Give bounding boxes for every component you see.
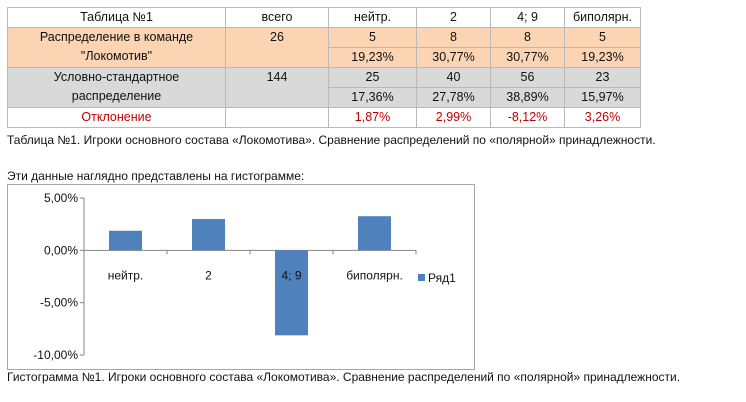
table-cell: 30,77% [416,47,491,68]
table-cell: 25 [328,67,417,88]
table-cell: 19,23% [328,47,417,68]
header-bipolar: биполярн. [564,7,641,28]
y-tick-label: 0,00% [44,243,78,257]
table-row-lokomotiv-percents: 19,23% 30,77% 30,77% 19,23% [8,47,641,68]
deviation-cell: 2,99% [416,107,491,128]
y-tick-label: -5,00% [40,296,78,310]
table-cell: 19,23% [564,47,641,68]
chart-legend: Ряд1 [418,271,456,285]
legend-swatch [418,274,425,281]
legend-label: Ряд1 [428,271,456,285]
chart-plot: 5,00% 0,00% -5,00% -10,00% нейтр. 2 4; 9 биполя… [33,191,417,362]
histogram-chart: 5,00% 0,00% -5,00% -10,00% нейтр. 2 4; 9 биполя… [7,184,475,370]
deviation-cell: 1,87% [328,107,417,128]
bar [192,219,225,251]
table-cell: 30,77% [490,47,565,68]
distribution-table: Таблица №1 всего нейтр. 2 4; 9 биполярн.… [7,7,641,128]
table-cell: 8 [416,27,491,48]
deviation-cell: 3,26% [564,107,641,128]
empty-cell [225,107,329,128]
deviation-cell: -8,12% [490,107,565,128]
row-label-line: "Локомотив" [80,49,153,63]
row-label-lokomotiv: Распределение в команде "Локомотив" [7,27,226,68]
table-cell: 23 [564,67,641,88]
table-header-row: Таблица №1 всего нейтр. 2 4; 9 биполярн. [7,7,641,28]
y-tick-label: 5,00% [44,191,78,205]
bar [109,230,142,251]
table-row-deviation: Отклонение 1,87% 2,99% -8,12% 3,26% [7,107,641,128]
table-cell: 8 [490,27,565,48]
lokomotiv-total: 26 [225,27,329,68]
row-label-line: Условно-стандартное [53,70,180,84]
table-cell: 27,78% [416,87,491,108]
row-label-line: Распределение в команде [39,30,194,44]
row-label-line: распределение [71,89,162,103]
y-tick-label: -10,00% [33,348,78,362]
row-label-standard: Условно-стандартное распределение [7,67,226,108]
table-cell: 5 [328,27,417,48]
row-label-deviation: Отклонение [7,107,226,128]
header-4-9: 4; 9 [490,7,565,28]
chart-caption: Гистограмма №1. Игроки основного состава… [7,370,681,384]
standard-total: 144 [225,67,329,108]
table-row-lokomotiv-counts: Распределение в команде "Локомотив" 26 5… [7,27,641,68]
table-caption: Таблица №1. Игроки основного состава «Ло… [7,133,656,147]
table-cell: 40 [416,67,491,88]
table-cell: 5 [564,27,641,48]
table-title-cell: Таблица №1 [7,7,226,28]
bar [358,216,391,251]
header-2: 2 [416,7,491,28]
table-cell: 56 [490,67,565,88]
x-tick-label: 4; 9 [281,268,301,282]
x-tick-label: 2 [205,268,212,282]
table-cell: 38,89% [490,87,565,108]
bar [275,250,308,336]
intro-text: Эти данные наглядно представлены на гист… [7,169,305,183]
x-tick-label: нейтр. [108,268,144,282]
header-total: всего [225,7,329,28]
table-row-standard-counts: Условно-стандартное распределение 144 25… [7,67,641,108]
table-cell: 17,36% [328,87,417,108]
header-neutral: нейтр. [328,7,417,28]
x-tick-label: биполярн. [346,268,403,282]
table-cell: 15,97% [564,87,641,108]
